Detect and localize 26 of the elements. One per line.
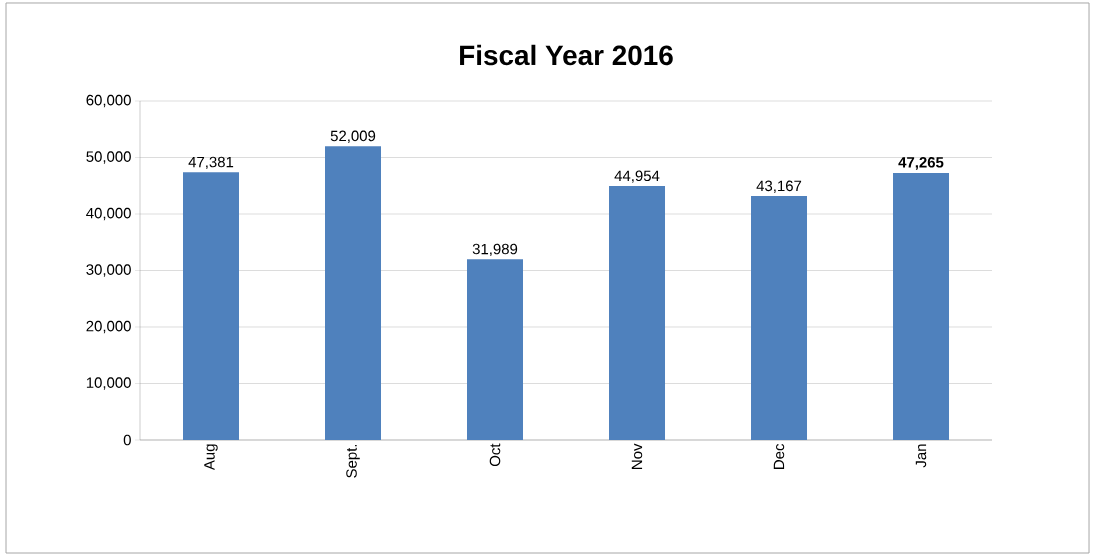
y-tick-label: 10,000 <box>86 377 131 390</box>
data-label: 47,265 <box>898 157 944 170</box>
bar <box>893 172 950 440</box>
data-label: 31,989 <box>472 243 518 257</box>
x-tick-label: Oct <box>489 443 501 467</box>
chart-title: Fiscal Year 2016 <box>460 44 673 66</box>
y-tick-label: 60,000 <box>86 94 131 108</box>
data-label: 44,954 <box>614 170 660 183</box>
x-tick-label: Dec <box>773 443 785 469</box>
bar <box>183 172 239 440</box>
x-tick-label: Aug <box>204 444 218 471</box>
x-tick-label: Sept. <box>346 444 360 478</box>
x-tick-label: Nov <box>631 443 643 469</box>
data-label: 47,381 <box>188 156 234 170</box>
data-label: 43,167 <box>756 180 802 193</box>
data-label: 52,009 <box>330 130 376 143</box>
bar <box>751 196 808 440</box>
y-tick-label: 0 <box>123 434 131 446</box>
y-tick-label: 20,000 <box>86 320 131 334</box>
bar <box>609 186 666 440</box>
y-tick-label: 40,000 <box>86 207 131 221</box>
bar <box>467 259 523 440</box>
x-tick-label: Jan <box>915 444 927 468</box>
y-tick-label: 30,000 <box>86 264 131 277</box>
bar <box>325 146 381 440</box>
y-tick-label: 50,000 <box>86 151 131 164</box>
